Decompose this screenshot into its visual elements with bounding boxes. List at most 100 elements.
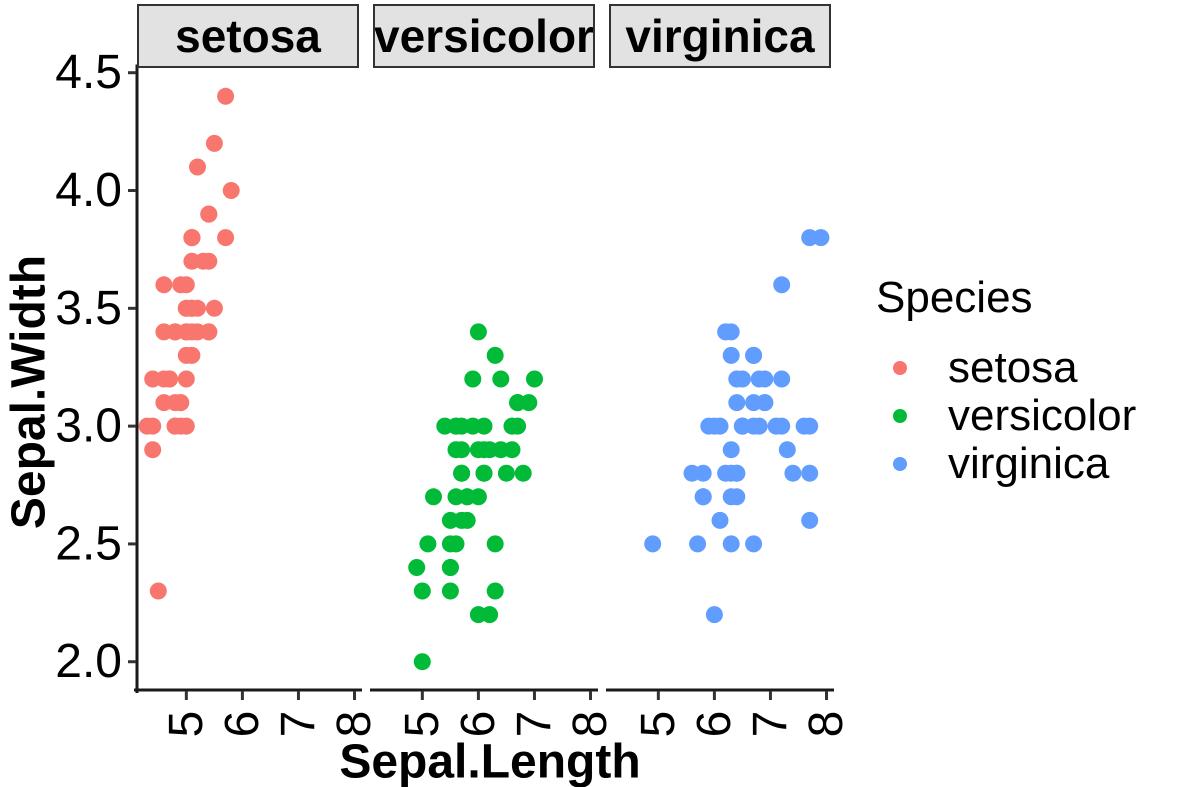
data-point-virginica	[700, 417, 718, 435]
data-point-setosa	[200, 323, 218, 341]
y-tick-label: 2.5	[55, 517, 122, 570]
data-point-versicolor	[497, 464, 515, 482]
data-point-virginica	[801, 464, 819, 482]
data-point-versicolor	[419, 535, 437, 553]
x-tick-label: 8	[800, 711, 853, 738]
data-point-virginica	[722, 441, 740, 459]
x-tick-label: 5	[160, 711, 213, 738]
legend-key-dot-setosa	[893, 361, 907, 375]
data-point-versicolor	[486, 582, 504, 600]
x-tick-label: 8	[328, 711, 381, 738]
data-point-versicolor	[458, 511, 476, 529]
data-point-versicolor	[492, 370, 510, 388]
data-point-setosa	[155, 370, 173, 388]
data-point-virginica	[801, 417, 819, 435]
facet-strip-label: versicolor	[374, 10, 594, 62]
data-point-versicolor	[453, 441, 471, 459]
data-point-setosa	[217, 229, 235, 247]
data-point-virginica	[689, 535, 707, 553]
data-point-virginica	[745, 535, 763, 553]
x-tick-label: 5	[396, 711, 449, 738]
data-point-versicolor	[486, 535, 504, 553]
data-point-setosa	[155, 276, 173, 294]
data-point-setosa	[149, 582, 167, 600]
data-point-versicolor	[509, 417, 527, 435]
facet-strip-label: virginica	[625, 10, 815, 62]
data-point-virginica	[733, 417, 751, 435]
legend-item-label: setosa	[948, 343, 1078, 392]
data-point-virginica	[722, 488, 740, 506]
data-point-virginica	[728, 370, 746, 388]
data-point-setosa	[166, 417, 184, 435]
data-point-setosa	[194, 252, 212, 270]
data-point-virginica	[683, 464, 701, 482]
data-point-virginica	[711, 511, 729, 529]
data-point-versicolor	[453, 464, 471, 482]
data-point-versicolor	[469, 488, 487, 506]
data-point-versicolor	[469, 323, 487, 341]
data-point-virginica	[722, 464, 740, 482]
data-point-versicolor	[441, 559, 459, 576]
data-point-versicolor	[475, 464, 493, 482]
data-point-virginica	[694, 488, 712, 506]
data-point-versicolor	[464, 370, 482, 388]
x-tick-label: 6	[452, 711, 505, 738]
legend-item-setosa: setosa	[876, 343, 1136, 392]
data-point-setosa	[183, 229, 201, 247]
data-point-virginica	[722, 346, 740, 364]
data-point-virginica	[644, 535, 662, 553]
legend-title: Species	[876, 273, 1033, 322]
x-tick-label: 7	[272, 711, 325, 738]
facet-strip-setosa: setosa	[137, 4, 359, 68]
y-tick-label: 3.0	[55, 400, 122, 453]
data-point-versicolor	[413, 653, 431, 671]
legend-item-label: virginica	[948, 439, 1110, 488]
legend-key-dot-versicolor	[893, 409, 907, 423]
data-point-virginica	[812, 229, 830, 247]
data-point-setosa	[205, 299, 223, 317]
data-point-virginica	[705, 606, 723, 624]
y-tick-label: 4.0	[55, 164, 122, 217]
data-point-virginica	[722, 535, 740, 553]
data-point-virginica	[778, 441, 796, 459]
data-point-virginica	[773, 417, 791, 435]
data-point-versicolor	[475, 417, 493, 435]
data-point-versicolor	[514, 464, 532, 482]
data-point-virginica	[750, 370, 768, 388]
data-point-virginica	[773, 370, 791, 388]
data-point-virginica	[756, 394, 774, 412]
data-point-virginica	[801, 511, 819, 529]
data-point-versicolor	[413, 582, 431, 600]
data-point-versicolor	[481, 441, 499, 459]
legend-items: setosa versicolor virginica	[876, 343, 1137, 488]
facet-strip-versicolor: versicolor	[373, 4, 595, 68]
data-point-setosa	[222, 182, 240, 199]
x-tick-label: 6	[216, 711, 269, 738]
data-point-versicolor	[441, 582, 459, 600]
data-point-versicolor	[509, 394, 527, 412]
legend-item-versicolor: versicolor	[876, 391, 1137, 440]
y-axis-title: Sepal.Width	[2, 254, 56, 530]
data-point-versicolor	[425, 488, 442, 506]
data-point-virginica	[773, 276, 791, 294]
x-axis-title: Sepal.Length	[339, 735, 641, 787]
data-point-setosa	[177, 370, 195, 388]
data-point-virginica	[745, 346, 763, 364]
data-point-versicolor	[481, 606, 499, 624]
data-point-versicolor	[441, 511, 459, 529]
x-tick-label: 6	[688, 711, 741, 738]
legend-item-label: versicolor	[948, 391, 1137, 440]
data-point-virginica	[784, 464, 802, 482]
x-tick-label: 5	[632, 711, 685, 738]
data-point-setosa	[189, 158, 206, 176]
data-point-setosa	[144, 417, 162, 435]
y-tick-label: 3.5	[55, 282, 122, 335]
data-point-versicolor	[441, 535, 459, 553]
data-point-setosa	[217, 87, 235, 105]
legend-item-virginica: virginica	[876, 439, 1136, 488]
y-tick-label: 2.0	[55, 635, 122, 688]
facet-strip-label: setosa	[175, 10, 321, 62]
data-point-versicolor	[447, 488, 465, 506]
